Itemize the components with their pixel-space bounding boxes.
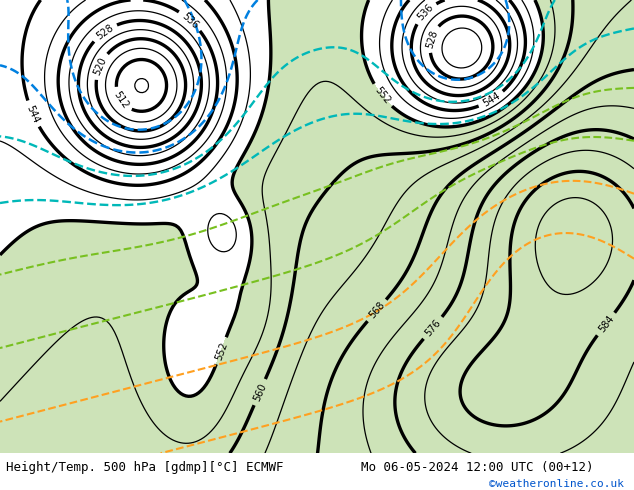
Text: 512: 512 [112,90,131,111]
Text: 568: 568 [367,300,387,320]
Text: 536: 536 [180,11,200,30]
Text: 544: 544 [25,103,41,124]
Text: 584: 584 [597,314,616,334]
Text: 560: 560 [252,382,268,403]
Text: Mo 06-05-2024 12:00 UTC (00+12): Mo 06-05-2024 12:00 UTC (00+12) [361,462,594,474]
Text: 528: 528 [94,23,115,41]
Text: 544: 544 [481,91,502,109]
Text: 536: 536 [415,2,435,23]
Text: 528: 528 [424,28,439,49]
Text: 576: 576 [423,318,443,338]
Text: 552: 552 [214,340,230,361]
Text: 520: 520 [92,55,108,76]
Text: 552: 552 [372,85,392,106]
Text: ©weatheronline.co.uk: ©weatheronline.co.uk [489,480,624,490]
Text: Height/Temp. 500 hPa [gdmp][°C] ECMWF: Height/Temp. 500 hPa [gdmp][°C] ECMWF [6,462,284,474]
